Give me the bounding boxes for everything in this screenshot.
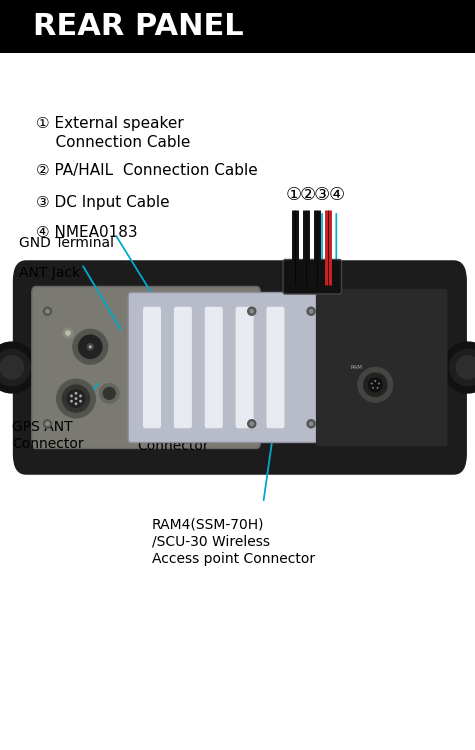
Ellipse shape bbox=[0, 349, 31, 386]
Ellipse shape bbox=[309, 422, 314, 426]
Ellipse shape bbox=[0, 341, 38, 394]
Ellipse shape bbox=[456, 356, 475, 380]
Text: ① External speaker
    Connection Cable: ① External speaker Connection Cable bbox=[36, 116, 190, 151]
Text: ④: ④ bbox=[328, 186, 344, 204]
Ellipse shape bbox=[72, 328, 108, 364]
Ellipse shape bbox=[368, 377, 383, 392]
Ellipse shape bbox=[363, 373, 388, 397]
Ellipse shape bbox=[79, 400, 82, 403]
FancyBboxPatch shape bbox=[236, 307, 254, 428]
FancyBboxPatch shape bbox=[143, 307, 161, 428]
Ellipse shape bbox=[43, 307, 52, 316]
Ellipse shape bbox=[377, 387, 379, 388]
Ellipse shape bbox=[306, 419, 316, 428]
Ellipse shape bbox=[89, 345, 92, 348]
Ellipse shape bbox=[378, 382, 380, 385]
Ellipse shape bbox=[374, 380, 376, 382]
Ellipse shape bbox=[309, 309, 314, 314]
Text: ①: ① bbox=[285, 186, 302, 204]
Ellipse shape bbox=[70, 394, 73, 398]
Ellipse shape bbox=[249, 422, 254, 426]
Ellipse shape bbox=[65, 330, 71, 336]
Ellipse shape bbox=[371, 382, 373, 385]
Ellipse shape bbox=[247, 307, 256, 316]
Ellipse shape bbox=[45, 422, 50, 426]
Ellipse shape bbox=[75, 402, 77, 405]
FancyBboxPatch shape bbox=[316, 289, 447, 446]
Text: GND Terminal: GND Terminal bbox=[19, 236, 114, 250]
Text: ②: ② bbox=[300, 186, 316, 204]
Text: ③ DC Input Cable: ③ DC Input Cable bbox=[36, 195, 169, 210]
Ellipse shape bbox=[306, 307, 316, 316]
Text: GPS ANT
Connector: GPS ANT Connector bbox=[12, 420, 84, 452]
Ellipse shape bbox=[43, 419, 52, 428]
Ellipse shape bbox=[62, 327, 74, 339]
Ellipse shape bbox=[357, 367, 393, 403]
Ellipse shape bbox=[99, 383, 120, 404]
Text: NMEA 2000
Connector: NMEA 2000 Connector bbox=[138, 422, 218, 453]
Ellipse shape bbox=[70, 400, 73, 403]
Ellipse shape bbox=[78, 334, 103, 359]
Ellipse shape bbox=[372, 387, 374, 388]
Ellipse shape bbox=[56, 379, 96, 419]
Ellipse shape bbox=[247, 419, 256, 428]
Text: REAR PANEL: REAR PANEL bbox=[33, 12, 244, 40]
Ellipse shape bbox=[249, 309, 254, 314]
Text: RAM4(SSM-70H)
/SCU-30 Wireless
Access point Connector: RAM4(SSM-70H) /SCU-30 Wireless Access po… bbox=[152, 518, 315, 566]
Ellipse shape bbox=[442, 341, 475, 394]
Text: ② PA/HAIL  Connection Cable: ② PA/HAIL Connection Cable bbox=[36, 164, 257, 178]
FancyBboxPatch shape bbox=[283, 260, 342, 294]
Ellipse shape bbox=[86, 343, 94, 350]
Text: ④ NMEA0183: ④ NMEA0183 bbox=[36, 225, 137, 240]
Ellipse shape bbox=[79, 394, 82, 398]
Text: RAM: RAM bbox=[351, 365, 362, 370]
FancyBboxPatch shape bbox=[32, 286, 260, 448]
Ellipse shape bbox=[45, 309, 50, 314]
Text: ANT Jack: ANT Jack bbox=[19, 266, 80, 280]
Ellipse shape bbox=[75, 392, 77, 394]
Ellipse shape bbox=[62, 384, 90, 412]
Ellipse shape bbox=[66, 389, 85, 408]
FancyBboxPatch shape bbox=[205, 307, 223, 428]
FancyBboxPatch shape bbox=[13, 260, 467, 475]
FancyBboxPatch shape bbox=[128, 292, 323, 442]
Ellipse shape bbox=[449, 349, 475, 386]
Text: ③: ③ bbox=[314, 186, 330, 204]
FancyBboxPatch shape bbox=[266, 307, 285, 428]
Ellipse shape bbox=[75, 398, 77, 400]
FancyBboxPatch shape bbox=[0, 0, 475, 53]
Ellipse shape bbox=[103, 387, 116, 400]
FancyBboxPatch shape bbox=[174, 307, 192, 428]
Ellipse shape bbox=[0, 356, 24, 380]
